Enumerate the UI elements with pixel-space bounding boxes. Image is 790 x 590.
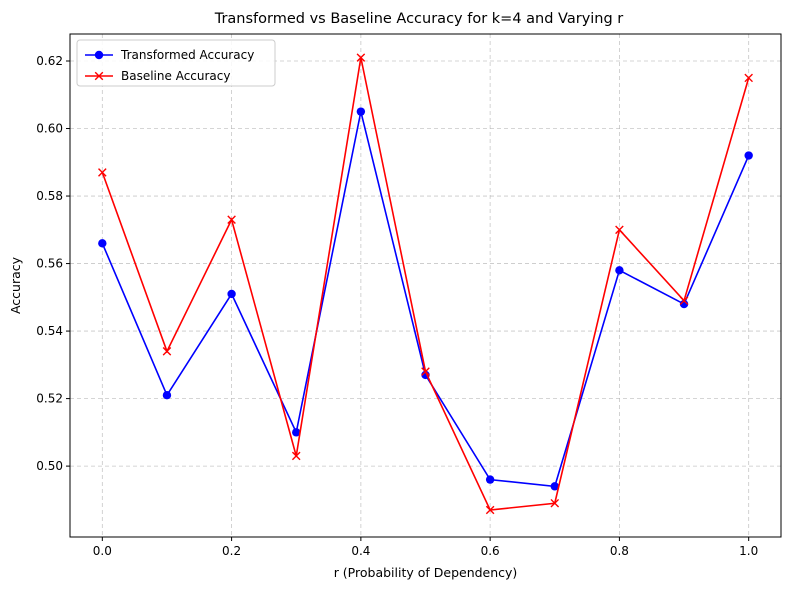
- data-point: [485, 475, 495, 484]
- y-tick-label: 0.54: [36, 324, 63, 338]
- x-tick-label: 0.4: [351, 544, 370, 558]
- y-axis-label: Accuracy: [8, 256, 23, 314]
- series-1: [98, 53, 753, 515]
- data-point: [227, 289, 236, 299]
- data-point: [98, 168, 107, 177]
- y-tick-label: 0.60: [36, 122, 63, 136]
- data-point: [162, 391, 172, 400]
- ticks: 0.0 0.2 0.4 0.6 0.8 1.0 0.50 0.52 0.54 0.56 0.58 0.…: [36, 54, 758, 558]
- x-tick-label: 0.6: [481, 544, 500, 558]
- data-point: [550, 498, 560, 508]
- data-point: [485, 505, 495, 515]
- legend-marker: [94, 50, 104, 60]
- data-point: [421, 367, 430, 376]
- y-tick-label: 0.62: [36, 54, 63, 68]
- data-point: [291, 451, 301, 461]
- grid: [70, 34, 781, 537]
- legend-marker: [94, 71, 104, 81]
- x-axis-label: r (Probability of Dependency): [334, 565, 518, 580]
- legend-entry: Transformed Accuracy: [85, 48, 254, 62]
- data-point: [227, 215, 236, 224]
- legend-label: Transformed Accuracy: [120, 48, 254, 62]
- chart-title: Transformed vs Baseline Accuracy for k=4…: [214, 11, 624, 27]
- data-point: [679, 296, 689, 305]
- series-line: [101, 57, 750, 511]
- x-tick-label: 0.2: [222, 544, 241, 558]
- data-point: [550, 482, 559, 491]
- legend-box: [76, 39, 276, 87]
- data-point: [744, 73, 753, 83]
- data-point: [162, 347, 172, 356]
- series-line: [101, 111, 750, 488]
- plot-frame: [69, 33, 782, 538]
- data-point: [615, 225, 624, 235]
- data-point: [292, 428, 301, 437]
- y-tick-label: 0.56: [36, 257, 63, 271]
- legend: Transformed Accuracy Baseline Accuracy: [76, 39, 276, 87]
- y-tick-label: 0.58: [36, 189, 63, 203]
- x-tick-label: 0.8: [610, 544, 629, 558]
- y-tick-label: 0.52: [36, 392, 63, 406]
- data-point: [744, 151, 753, 160]
- x-tick-label: 1.0: [739, 544, 758, 558]
- legend-label: Baseline Accuracy: [121, 69, 230, 83]
- series-layer: [98, 53, 753, 515]
- data-point: [356, 107, 366, 116]
- data-point: [98, 239, 107, 248]
- series-0: [98, 107, 753, 491]
- data-point: [615, 266, 624, 275]
- data-point: [356, 53, 366, 62]
- x-tick-label: 0.0: [93, 544, 112, 558]
- y-tick-label: 0.50: [36, 459, 63, 473]
- legend-entry: Baseline Accuracy: [85, 69, 230, 83]
